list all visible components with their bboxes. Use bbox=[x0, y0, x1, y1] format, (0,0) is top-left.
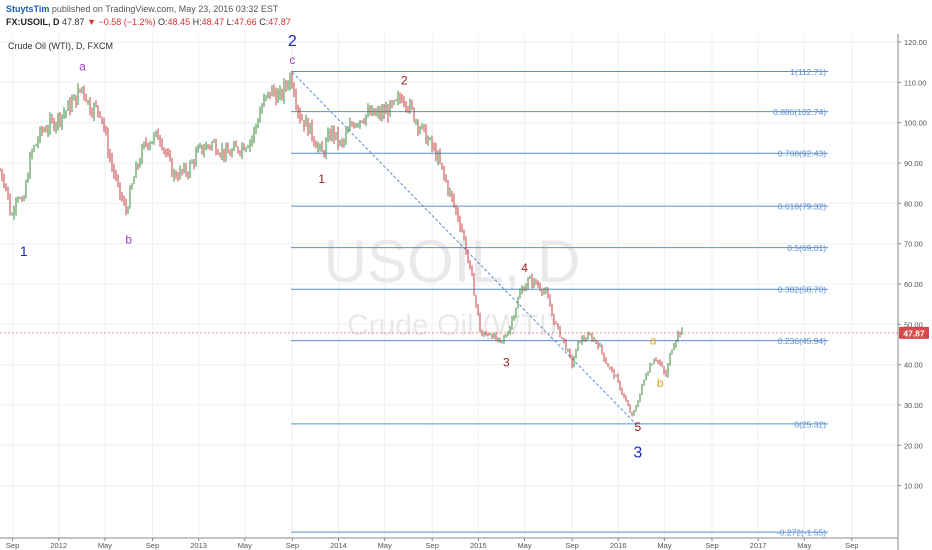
price-tick-label: 40.00 bbox=[904, 361, 923, 370]
price-tick-label: 10.00 bbox=[904, 482, 923, 491]
wave-label[interactable]: b bbox=[657, 376, 664, 390]
price-tick-label: 30.00 bbox=[904, 401, 923, 410]
wave-label[interactable]: b bbox=[125, 233, 132, 247]
fib-level-label: 0.618(79.32) bbox=[778, 202, 826, 212]
time-tick-label: Sep bbox=[6, 541, 19, 550]
price-change: ▼ −0.58 (−1.2%) bbox=[87, 17, 156, 27]
time-tick-label: May bbox=[98, 541, 112, 550]
wave-label[interactable]: 2 bbox=[401, 73, 408, 87]
chart-header: StuytsTim published on TradingView.com, … bbox=[0, 0, 932, 34]
candles bbox=[0, 71, 683, 417]
wave-label[interactable]: 1 bbox=[318, 172, 325, 186]
time-axis[interactable]: Sep 2012 May Sep 2013 May Sep 2014 May Sep 2015 May… bbox=[0, 537, 898, 550]
watermark-symbol: USOIL, D bbox=[324, 228, 581, 295]
fib-level-label: 0.886(102.74) bbox=[773, 107, 826, 117]
publish-info: published on TradingView.com, May 23, 20… bbox=[51, 4, 279, 14]
close-value: 47.87 bbox=[268, 17, 291, 27]
time-tick-label: 2014 bbox=[330, 541, 347, 550]
high-label: H: bbox=[192, 17, 202, 27]
fib-level-label: 0.5(69.01) bbox=[787, 243, 826, 253]
fib-retracement[interactable]: 1(112.71) 0.886(102.74) 0.768(92.43) 0.618(… bbox=[290, 67, 829, 538]
time-tick-label: May bbox=[657, 541, 671, 550]
time-tick-label: Sep bbox=[286, 541, 299, 550]
watermark-name: Crude Oil (WTI) bbox=[347, 309, 557, 342]
wave-label[interactable]: 3 bbox=[633, 444, 642, 461]
time-tick-label: 2015 bbox=[470, 541, 487, 550]
open-value: 48.45 bbox=[167, 17, 191, 27]
wave-labels[interactable]: 1 a b 2 c 1 2 4 3 a b 5 3 bbox=[20, 33, 664, 461]
time-tick-label: 2017 bbox=[750, 541, 767, 550]
price-tick-label: 60.00 bbox=[904, 280, 923, 289]
time-tick-label: Sep bbox=[845, 541, 858, 550]
wave-label[interactable]: c bbox=[289, 53, 295, 67]
price-tick-label: 50.00 bbox=[904, 320, 923, 329]
close-label: C: bbox=[259, 17, 269, 27]
fib-level-label: 0.382(58.70) bbox=[778, 285, 826, 295]
time-tick-label: May bbox=[517, 541, 531, 550]
time-tick-label: 2016 bbox=[610, 541, 627, 550]
price-tick-label: 80.00 bbox=[904, 199, 923, 208]
last-price-line: 47.87 bbox=[0, 326, 929, 339]
publish-line: StuytsTim published on TradingView.com, … bbox=[6, 4, 278, 14]
time-tick-label: Sep bbox=[426, 541, 439, 550]
wave-label[interactable]: 5 bbox=[634, 420, 641, 434]
wave-label[interactable]: 2 bbox=[288, 33, 297, 50]
chart-legend: Crude Oil (WTI), D, FXCM bbox=[8, 41, 113, 51]
trend-line-segment[interactable] bbox=[291, 71, 636, 424]
fib-level-label: 0.768(92.43) bbox=[778, 149, 826, 159]
price-tick-label: 20.00 bbox=[904, 441, 923, 450]
wave-label[interactable]: a bbox=[650, 333, 657, 347]
low-label: L: bbox=[226, 17, 235, 27]
symbol-label: FX:USOIL, D bbox=[6, 17, 60, 27]
symbol-watermark: USOIL, D Crude Oil (WTI) bbox=[324, 228, 581, 342]
wave-label[interactable]: 3 bbox=[503, 356, 510, 370]
fib-level-label: 0.236(45.94) bbox=[778, 336, 826, 346]
time-tick-label: May bbox=[797, 541, 811, 550]
last-price-tag-label: 47.87 bbox=[903, 328, 925, 338]
time-tick-label: 2013 bbox=[190, 541, 207, 550]
high-value: 48.47 bbox=[201, 17, 225, 27]
time-tick-label: Sep bbox=[565, 541, 578, 550]
grid bbox=[0, 34, 898, 538]
price-tick-label: 70.00 bbox=[904, 240, 923, 249]
price-tick-label: 90.00 bbox=[904, 159, 923, 168]
fib-level-label: 1(112.71) bbox=[790, 67, 826, 77]
wave-label[interactable]: a bbox=[79, 59, 86, 73]
last-price: 47.87 bbox=[62, 17, 85, 27]
wave-label[interactable]: 1 bbox=[20, 243, 28, 259]
time-tick-label: 2012 bbox=[50, 541, 67, 550]
time-tick-label: May bbox=[378, 541, 392, 550]
last-price-tag bbox=[899, 326, 929, 339]
open-label: O: bbox=[158, 17, 168, 27]
low-value: 47.66 bbox=[234, 17, 257, 27]
time-tick-label: Sep bbox=[146, 541, 159, 550]
price-tick-label: 110.00 bbox=[904, 78, 926, 87]
price-axis[interactable]: 10.00 20.00 30.00 40.00 50.00 60.00 70.00 80.00… bbox=[897, 34, 927, 550]
price-tick-label: 100.00 bbox=[904, 119, 927, 128]
wave-label[interactable]: 4 bbox=[521, 261, 528, 275]
fib-level-label: 0(25.32) bbox=[794, 419, 826, 429]
author-link[interactable]: StuytsTim bbox=[6, 4, 50, 14]
price-tick-label: 120.00 bbox=[904, 38, 927, 47]
time-tick-label: Sep bbox=[705, 541, 718, 550]
time-tick-label: May bbox=[238, 541, 252, 550]
trend-line[interactable] bbox=[291, 71, 636, 424]
ohlc-line: FX:USOIL, D 47.87 ▼ −0.58 (−1.2%) O:48.4… bbox=[6, 17, 291, 27]
fib-level-label: -0.272(-1.55) bbox=[777, 528, 826, 538]
